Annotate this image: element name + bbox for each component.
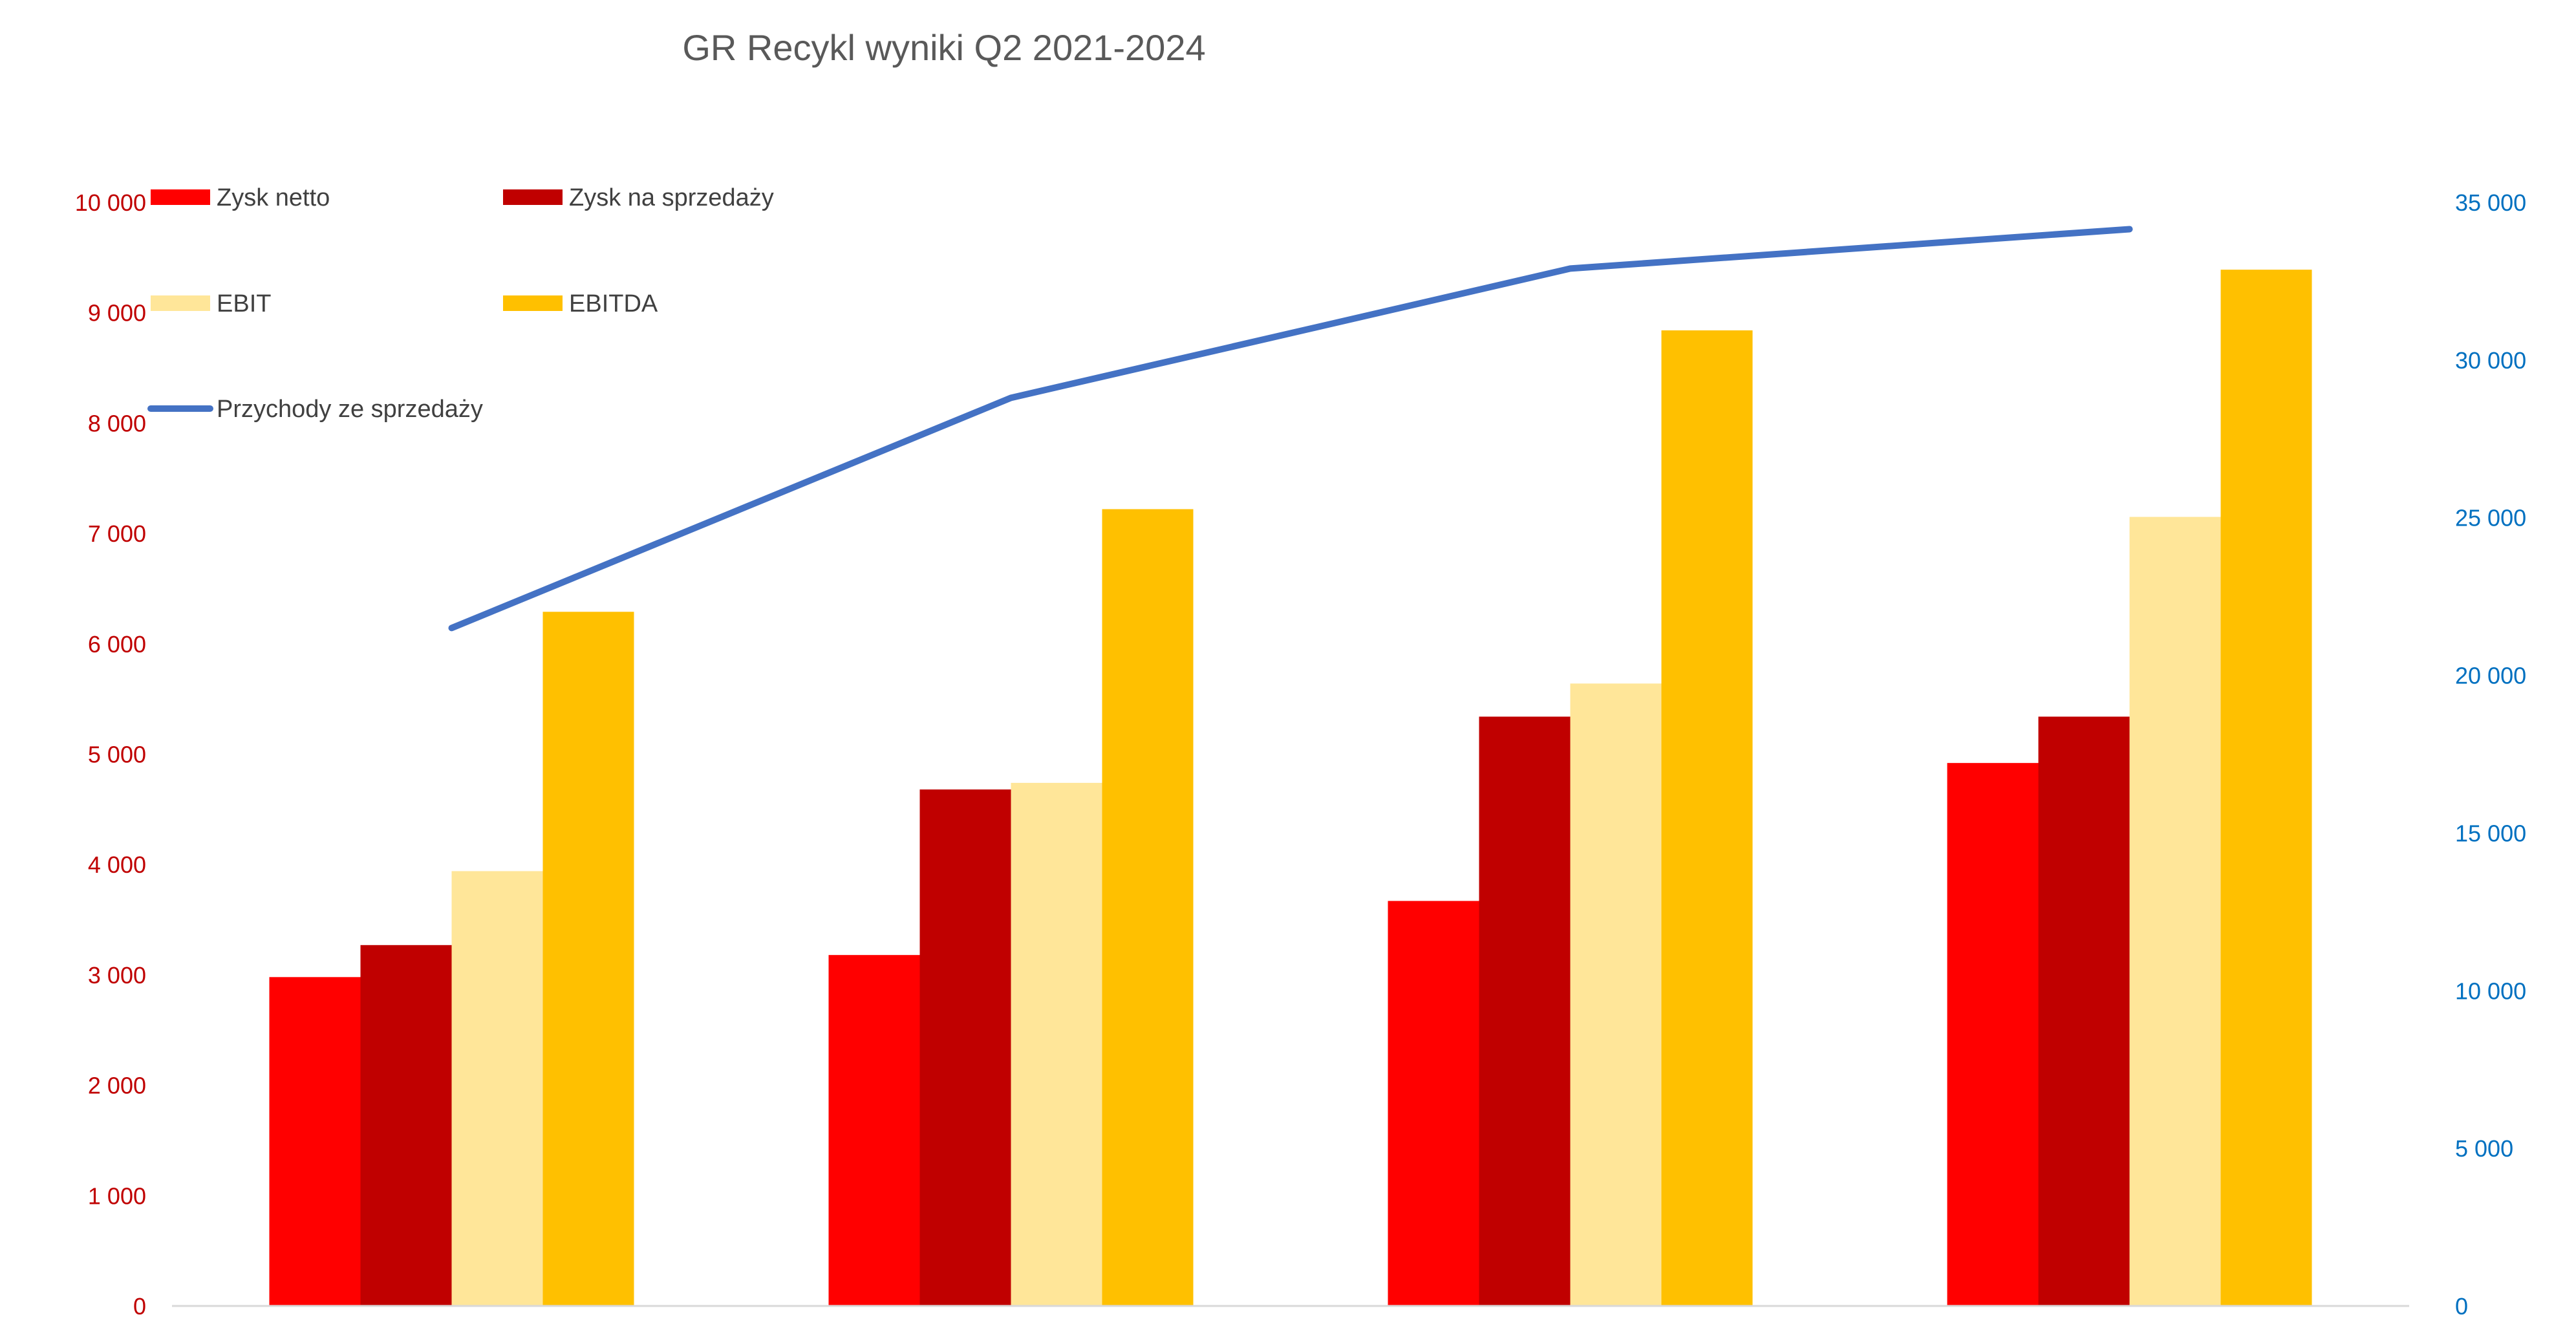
legend: Zysk netto Zysk na sprzedaży EBIT EBITDA Prz…: [147, 184, 774, 423]
y-left-tick-label: 1 000: [88, 1182, 146, 1209]
line-series: [448, 226, 2133, 632]
bar: [2129, 517, 2221, 1306]
y-left-tick-label: 7 000: [88, 520, 146, 547]
bar: [451, 871, 543, 1306]
bar: [828, 955, 920, 1306]
y-right-tick-label: 0: [2455, 1293, 2468, 1320]
bar: [360, 945, 452, 1306]
y-right-tick-label: 20 000: [2455, 663, 2526, 689]
legend-swatch: [151, 295, 210, 311]
y-right-tick-label: 30 000: [2455, 347, 2526, 374]
legend-item: EBIT: [151, 290, 271, 317]
y-axis-left: 0 1 000 2 000 3 000 4 000 5 000 6 000 7 000 8 00…: [75, 189, 146, 1320]
y-left-tick-label: 4 000: [88, 851, 146, 878]
y-axis-right: 0 5 000 10 000 15 000 20 000 25 000 30 000 35 0…: [2455, 189, 2526, 1320]
y-left-tick-label: 0: [133, 1293, 146, 1320]
legend-swatch: [503, 189, 563, 205]
x-tick-label: 2Q 2022: [961, 1322, 1060, 1326]
y-right-tick-label: 25 000: [2455, 505, 2526, 531]
bar: [1102, 509, 1194, 1306]
bar: [1570, 683, 1662, 1306]
legend-label: Zysk na sprzedaży: [569, 184, 774, 211]
y-right-tick-label: 15 000: [2455, 820, 2526, 846]
legend-label: Zysk netto: [217, 184, 330, 211]
bar: [2038, 716, 2130, 1306]
bar: [542, 612, 634, 1306]
bar: [1388, 901, 1479, 1306]
bars-group: [269, 270, 2312, 1307]
y-right-tick-label: 5 000: [2455, 1135, 2513, 1162]
legend-item: EBITDA: [503, 290, 658, 317]
legend-swatch: [503, 295, 563, 311]
y-left-tick-label: 8 000: [88, 410, 146, 436]
y-right-tick-label: 10 000: [2455, 978, 2526, 1004]
y-right-tick-label: 35 000: [2455, 189, 2526, 216]
x-axis: 2Q 2021 2Q 2022 2Q 2023 2Q 2024: [402, 1322, 2179, 1326]
bar: [919, 789, 1011, 1306]
line-series-group: [448, 226, 2133, 632]
bar: [1947, 763, 2039, 1306]
x-tick-label: 2Q 2024: [2080, 1322, 2179, 1326]
y-left-tick-label: 2 000: [88, 1073, 146, 1099]
x-tick-label: 2Q 2023: [1521, 1322, 1620, 1326]
y-left-tick-label: 10 000: [75, 189, 146, 216]
x-tick-label: 2Q 2021: [402, 1322, 501, 1326]
legend-label: Przychody ze sprzedaży: [217, 396, 483, 423]
legend-item: Zysk netto: [151, 184, 330, 211]
legend-label: EBITDA: [569, 290, 658, 317]
bar: [1011, 782, 1102, 1306]
bar: [1661, 330, 1753, 1307]
chart-title: GR Recykl wyniki Q2 2021-2024: [682, 27, 1205, 68]
y-left-tick-label: 3 000: [88, 962, 146, 989]
legend-item: Zysk na sprzedaży: [503, 184, 774, 211]
y-left-tick-label: 6 000: [88, 631, 146, 658]
legend-swatch: [151, 189, 210, 205]
legend-label: EBIT: [217, 290, 271, 317]
bar: [269, 977, 361, 1306]
bar: [1479, 716, 1571, 1306]
bar: [2220, 270, 2312, 1307]
y-left-tick-label: 9 000: [88, 300, 146, 326]
legend-item: Przychody ze sprzedaży: [147, 396, 483, 423]
y-left-tick-label: 5 000: [88, 742, 146, 768]
